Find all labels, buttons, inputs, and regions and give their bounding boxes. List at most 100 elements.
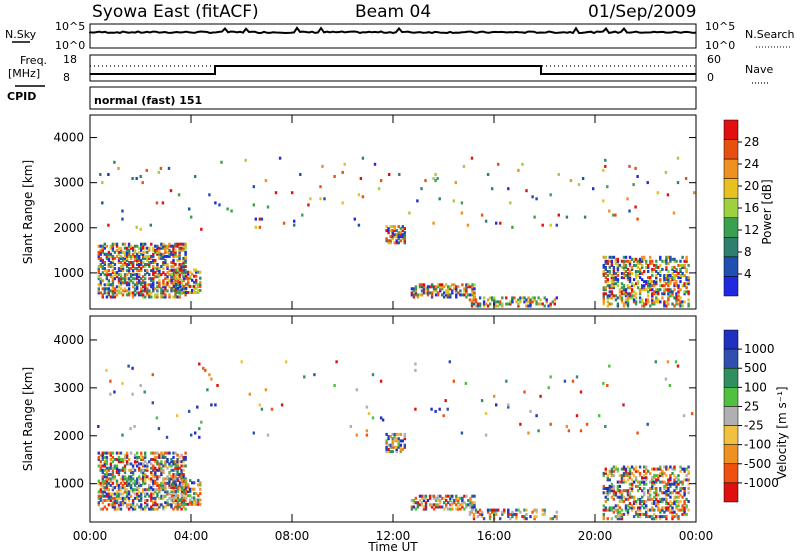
radar-cell	[115, 479, 119, 483]
radar-cell	[146, 492, 149, 496]
radar-cell	[169, 189, 173, 193]
colorbar-box	[723, 348, 739, 369]
radar-cell	[391, 437, 394, 441]
radar-cell	[622, 403, 625, 407]
radar-cell	[659, 489, 662, 493]
radar-cell	[115, 242, 119, 246]
radar-cell	[501, 302, 504, 306]
colorbar-tick-label: 16	[744, 201, 759, 215]
radar-cell	[101, 265, 104, 268]
radar-cell	[131, 488, 135, 492]
radar-cell	[195, 268, 198, 272]
radar-cell	[673, 278, 676, 282]
radar-cell	[125, 250, 129, 254]
radar-cell	[101, 479, 104, 483]
radar-cell	[160, 486, 163, 490]
radar-cell	[109, 295, 113, 299]
radar-cell	[180, 278, 184, 282]
radar-cell	[197, 270, 200, 274]
radar-cell	[671, 491, 674, 495]
radar-cell	[608, 484, 611, 488]
radar-cell	[199, 284, 202, 288]
radar-cell	[511, 296, 514, 300]
radar-cell	[622, 265, 626, 269]
radar-cell	[99, 244, 102, 248]
radar-cell	[681, 263, 684, 267]
radar-cell	[632, 497, 636, 501]
radar-cell	[180, 500, 184, 504]
radar-cell	[661, 474, 664, 478]
radar-cell	[150, 488, 153, 492]
radar-cell	[657, 292, 660, 296]
radar-cell	[606, 284, 609, 288]
radar-cell	[111, 466, 115, 470]
radar-cell	[189, 276, 192, 280]
radar-cell	[160, 246, 163, 250]
radar-cell	[618, 495, 622, 499]
radar-cell	[634, 166, 637, 170]
radar-cell	[172, 268, 176, 272]
radar-cell	[507, 512, 510, 516]
radar-cell	[117, 281, 121, 285]
radar-cell	[469, 285, 472, 289]
radar-cell	[156, 293, 159, 297]
radar-cell	[457, 499, 460, 502]
radar-cell	[612, 276, 616, 280]
radar-cell	[687, 491, 690, 495]
radar-cell	[111, 248, 115, 252]
radar-cell	[150, 254, 153, 258]
radar-cell	[266, 433, 270, 437]
radar-cell	[133, 505, 137, 509]
radar-cell	[445, 295, 448, 299]
radar-cell	[142, 490, 145, 494]
radar-cell	[653, 517, 656, 521]
radar-cell	[403, 432, 406, 436]
radar-cell	[117, 289, 121, 293]
radar-cell	[671, 508, 674, 512]
radar-cell	[105, 455, 109, 459]
radar-cell	[673, 474, 676, 478]
radar-cell	[428, 285, 432, 289]
radar-cell	[638, 480, 642, 484]
radar-cell	[430, 291, 434, 295]
radar-cell	[144, 246, 147, 250]
radar-cell	[154, 275, 157, 279]
radar-cell	[651, 476, 654, 480]
radar-cell	[665, 484, 668, 488]
radar-cell	[182, 256, 185, 260]
radar-cell	[671, 515, 674, 519]
radar-cell	[478, 302, 482, 306]
radar-cell	[636, 512, 640, 516]
radar-cell	[200, 227, 203, 231]
radar-cell	[142, 256, 145, 260]
radar-cell	[643, 286, 646, 290]
radar-cell	[121, 483, 125, 487]
radar-cell	[628, 259, 632, 263]
radar-cell	[399, 448, 402, 451]
radar-cell	[685, 286, 688, 290]
radar-cell	[447, 293, 450, 297]
radar-cell	[131, 273, 135, 277]
radar-cell	[176, 458, 179, 461]
radar-cell	[465, 289, 468, 293]
radar-cell	[602, 484, 605, 488]
radar-cell	[636, 286, 640, 290]
radar-cell	[470, 304, 474, 308]
radar-cell	[614, 261, 618, 265]
radar-cell	[685, 497, 688, 501]
radar-cell	[210, 377, 213, 381]
radar-cell	[636, 508, 640, 512]
radar-cell	[604, 467, 607, 471]
radar-cell	[184, 289, 187, 293]
radar-cell	[178, 268, 182, 272]
radar-cell	[170, 464, 173, 468]
radar-cell	[634, 257, 638, 261]
radar-cell	[655, 296, 658, 300]
radar-cell	[140, 258, 143, 262]
radar-cell	[111, 261, 115, 264]
radar-cell	[365, 429, 369, 433]
radar-cell	[195, 498, 198, 502]
radar-cell	[195, 280, 198, 284]
radar-cell	[622, 495, 626, 499]
radar-cell	[152, 468, 155, 472]
